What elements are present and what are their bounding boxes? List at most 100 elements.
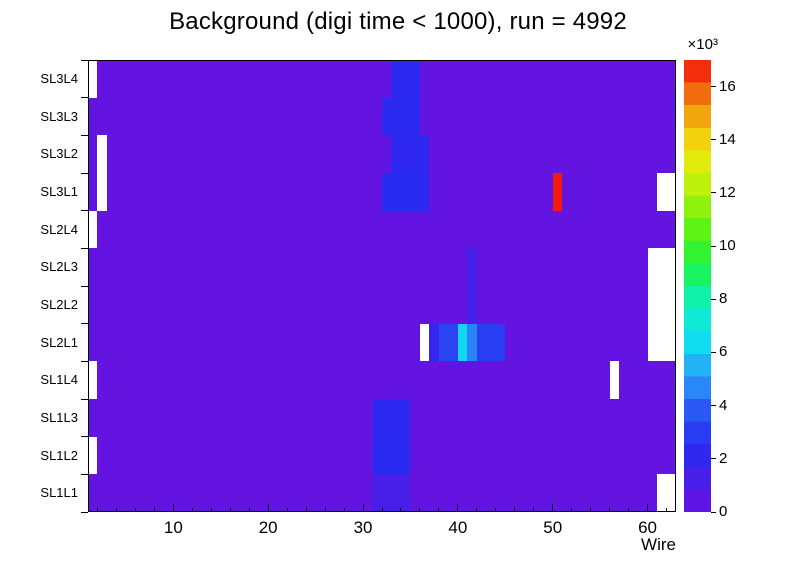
heatmap-cell — [476, 323, 506, 362]
heatmap-cell — [382, 97, 420, 136]
heatmap-cell — [391, 60, 420, 98]
empty-bin-cell — [97, 173, 107, 211]
y-axis-row-label: SL3L2 — [40, 146, 78, 162]
x-axis-minor-tick — [419, 508, 421, 512]
y-axis-tick — [81, 360, 88, 362]
empty-bin-cell — [88, 436, 98, 475]
colorbar-tick-label: 8 — [719, 290, 728, 308]
colorbar-tick-label: 16 — [719, 77, 736, 95]
x-axis-minor-tick — [96, 508, 98, 512]
x-axis-minor-tick — [324, 508, 326, 512]
x-axis-tick-label: 60 — [638, 518, 657, 537]
y-axis-row-label: SL1L2 — [40, 447, 78, 463]
x-axis-title: Wire — [641, 535, 676, 554]
x-axis-tick — [647, 504, 649, 512]
y-axis-row-label: SL2L2 — [40, 296, 78, 312]
x-axis-minor-tick — [248, 508, 250, 512]
colorbar-tick-label: 12 — [719, 183, 736, 201]
x-axis-tick — [267, 504, 269, 512]
y-axis-tick — [81, 285, 88, 287]
x-axis-tick-label: 20 — [258, 518, 278, 537]
x-axis-minor-tick — [476, 508, 478, 512]
colorbar-gradient — [684, 60, 711, 512]
y-axis-row-label: SL1L1 — [40, 485, 78, 501]
colorbar-tick — [711, 458, 716, 460]
x-axis-minor-tick — [590, 508, 592, 512]
heatmap-cell — [467, 248, 477, 286]
y-axis-row-label: SL1L3 — [40, 409, 78, 425]
colorbar-tick-label: 10 — [719, 237, 736, 255]
colorbar-tick-label: 6 — [719, 343, 728, 361]
x-axis-minor-tick — [381, 508, 383, 512]
y-axis-tick — [81, 172, 88, 174]
x-axis-minor-tick — [533, 508, 535, 512]
colorbar-tick — [711, 192, 716, 194]
heatmap-cell — [457, 323, 468, 362]
x-axis-minor-tick — [514, 508, 516, 512]
heatmap-cell — [467, 286, 477, 324]
x-axis-tick-label: 30 — [353, 518, 373, 537]
y-axis-tick — [81, 247, 88, 249]
x-axis-tick — [172, 504, 174, 512]
y-axis-tick — [81, 134, 88, 136]
colorbar-tick — [711, 139, 716, 141]
x-axis-minor-tick — [134, 508, 136, 512]
empty-bin-cell — [647, 286, 676, 324]
y-axis-row-label: SL2L3 — [40, 259, 78, 275]
x-axis-tick — [457, 504, 459, 512]
y-axis-tick — [81, 473, 88, 475]
y-axis-row-label: SL3L4 — [40, 70, 78, 86]
empty-bin-cell — [88, 60, 98, 98]
x-axis-minor-tick — [628, 508, 630, 512]
plot-area — [88, 60, 676, 512]
colorbar-tick — [711, 405, 716, 407]
y-axis-tick — [81, 210, 88, 212]
empty-bin-cell — [647, 323, 676, 362]
empty-bin-cell — [88, 210, 98, 249]
heatmap-cell — [391, 135, 430, 173]
x-axis-minor-tick — [343, 508, 345, 512]
empty-bin-cell — [609, 361, 620, 399]
x-axis-tick — [362, 504, 364, 512]
heatmap-cell — [372, 474, 411, 512]
x-axis-minor-tick — [229, 508, 231, 512]
x-axis-tick-label: 40 — [448, 518, 468, 537]
heatmap-cell — [438, 323, 458, 362]
empty-bin-cell — [97, 135, 107, 173]
y-axis-tick — [81, 398, 88, 400]
empty-bin-cell — [657, 474, 676, 512]
z-scale-label: ×10³ — [687, 36, 718, 53]
heatmap-cell — [372, 436, 411, 475]
x-axis-minor-tick — [191, 508, 193, 512]
y-axis-row-label: SL2L4 — [40, 221, 78, 237]
x-axis-minor-tick — [609, 508, 611, 512]
empty-bin-cell — [657, 173, 676, 211]
heatmap-cell — [467, 323, 477, 362]
colorbar-tick-label: 0 — [719, 503, 728, 520]
chart-title: Background (digi time < 1000), run = 499… — [169, 8, 627, 35]
colorbar-tick — [711, 245, 716, 247]
y-axis-row-label: SL2L1 — [40, 334, 78, 350]
y-axis-tick — [81, 436, 88, 438]
y-axis-row-label: SL1L4 — [40, 372, 78, 388]
heatmap-cell — [372, 399, 411, 437]
x-axis-tick-label: 50 — [543, 518, 563, 537]
x-axis-tick — [552, 504, 554, 512]
x-axis-minor-tick — [115, 508, 117, 512]
x-axis-minor-tick — [400, 508, 402, 512]
x-axis-tick-label: 10 — [163, 518, 183, 537]
x-axis-minor-tick — [666, 508, 668, 512]
colorbar-tick — [711, 298, 716, 300]
x-axis-minor-tick — [438, 508, 440, 512]
colorbar-tick — [711, 511, 716, 513]
x-axis-minor-tick — [286, 508, 288, 512]
y-axis-tick — [81, 59, 88, 61]
heatmap-cell — [552, 173, 563, 211]
empty-bin-cell — [88, 361, 98, 399]
x-axis-minor-tick — [495, 508, 497, 512]
x-axis-minor-tick — [210, 508, 212, 512]
colorbar-tick-label: 4 — [719, 396, 728, 414]
heatmap-cell — [382, 173, 430, 211]
y-axis-tick — [81, 97, 88, 99]
y-axis-row-label: SL3L1 — [40, 183, 78, 199]
